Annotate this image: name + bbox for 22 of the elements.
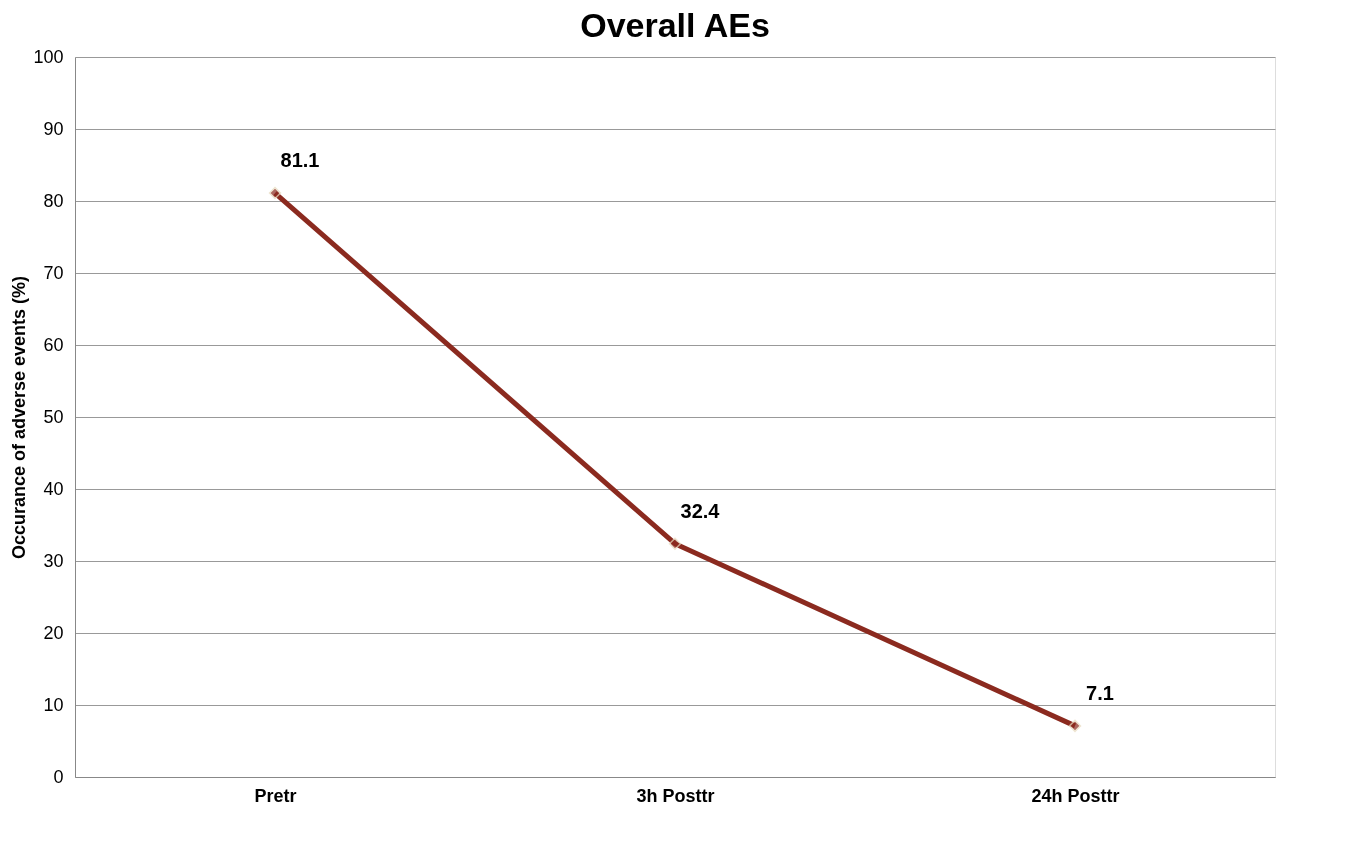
- chart-title: Overall AEs: [580, 6, 770, 44]
- x-tick-label: 24h Posttr: [1031, 785, 1120, 806]
- y-tick-label: 20: [43, 622, 64, 643]
- x-tick-label: Pretr: [254, 785, 297, 806]
- y-axis-title: Occurance of adverse events (%): [9, 275, 30, 560]
- y-tick-label: 30: [43, 550, 64, 571]
- y-tick-label: 100: [33, 46, 64, 67]
- data-label: 32.4: [680, 499, 721, 522]
- data-label: 7.1: [1086, 681, 1114, 704]
- y-tick-label: 60: [43, 334, 64, 355]
- x-tick-label: 3h Posttr: [636, 785, 715, 806]
- y-tick-label: 50: [43, 406, 64, 427]
- y-tick-label: 90: [43, 118, 64, 139]
- point: [268, 186, 282, 200]
- y-tick-label: 70: [43, 262, 64, 283]
- y-tick-label: 40: [43, 478, 64, 499]
- y-tick-label: 10: [43, 694, 64, 715]
- y-tick-label: 0: [53, 766, 64, 787]
- point: [1068, 719, 1082, 733]
- y-tick-label: 80: [43, 190, 64, 211]
- point: [668, 537, 682, 550]
- data-label: 81.1: [280, 149, 320, 172]
